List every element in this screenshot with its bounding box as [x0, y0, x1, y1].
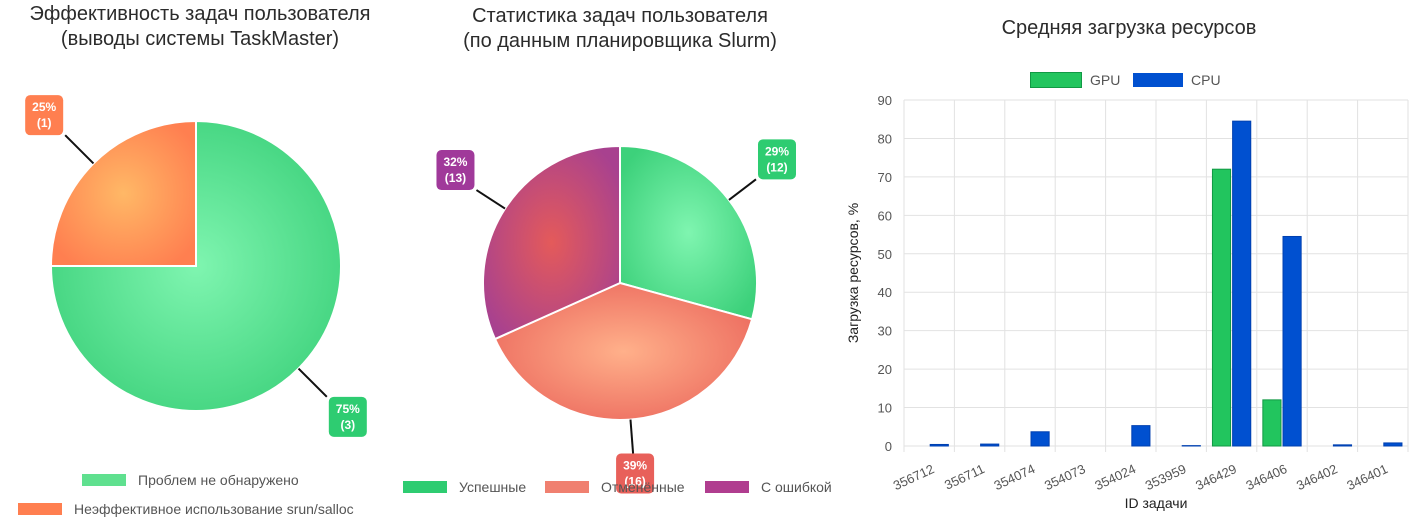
pie1-svg: 75% (3) 25% (1)	[25, 95, 367, 437]
pie1-label-count-0: (3)	[340, 418, 355, 432]
pie1-label-box-1	[25, 95, 64, 136]
pie2-label-box-0	[757, 139, 796, 180]
slurm-pie-panel: Статистика задач пользователя (по данным…	[400, 0, 840, 523]
pie2-legend-label-0: Успешные	[459, 479, 527, 495]
pie1-title: Эффективность задач пользователя (выводы…	[0, 2, 400, 52]
pie1-label-percent-0: 75%	[336, 402, 360, 416]
bar-legend-label-gpu: GPU	[1090, 72, 1121, 88]
bar-x-tick-label: 353959	[1143, 461, 1189, 493]
bar-cpu-356711[interactable]	[980, 443, 1000, 447]
pie1-legend-label-1: Неэффективное использование srun/salloc	[74, 501, 354, 517]
pie2-legend-swatch-2	[705, 481, 749, 493]
bar-gpu-346429[interactable]	[1211, 168, 1232, 447]
bar-title-text: Средняя загрузка ресурсов	[1001, 17, 1257, 39]
bar-cpu-346406[interactable]	[1282, 235, 1302, 447]
pie2-label-percent-0: 29%	[765, 144, 789, 158]
bar-cpu-346401[interactable]	[1383, 442, 1403, 447]
bar-x-tick-label: 356711	[942, 461, 987, 493]
pie1-legend-swatch-1	[18, 503, 62, 515]
bar-x-tick-label: 354024	[1092, 461, 1138, 493]
pie2-svg: 29% (12) 39% (16) 32% (13)	[436, 139, 796, 494]
bar-x-tick-label: 346429	[1193, 461, 1239, 493]
bar-title: Средняя загрузка ресурсов	[840, 16, 1418, 41]
resource-bar-panel: Средняя загрузка ресурсов GPU CPU 0 10 20 3…	[840, 0, 1418, 523]
pie2-label-box-2	[436, 150, 475, 191]
pie1-title-line-1: Эффективность задач пользователя	[29, 3, 371, 25]
bar-y-tick-label: 50	[878, 247, 892, 262]
bar-legend-swatch-gpu	[1030, 72, 1082, 88]
bar-legend-item-gpu[interactable]: GPU	[1030, 72, 1120, 88]
bar-x-axis-label: ID задачи	[1125, 495, 1188, 511]
pie1-label-count-1: (1)	[37, 116, 52, 130]
pie2-slice-1[interactable]	[493, 281, 754, 421]
pie2-callout-line-2	[475, 189, 506, 210]
pie1-legend-item-1[interactable]: Неэффективное использование srun/salloc	[18, 501, 354, 517]
taskmaster-pie-panel: Эффективность задач пользователя (выводы…	[0, 0, 400, 523]
bar-legend-swatch-cpu	[1133, 73, 1183, 87]
pie2-title-line-1: Статистика задач пользователя	[472, 5, 768, 27]
bar-y-tick-label: 30	[878, 324, 892, 339]
bar-x-tick-label: 354073	[1042, 461, 1088, 493]
pie2-legend-swatch-0	[403, 481, 447, 493]
bar-y-tick-label: 40	[878, 285, 892, 300]
pie2-label-count-2: (13)	[445, 171, 466, 185]
pie2-legend-label-1: Отменённые	[601, 479, 685, 495]
pie1-label-percent-1: 25%	[32, 100, 56, 114]
bar-y-axis-label: Загрузка ресурсов, %	[845, 203, 861, 343]
pie1-label-box-0	[328, 396, 367, 437]
bar-x-tick-label: 356712	[891, 461, 937, 493]
bar-gpu-346406[interactable]	[1262, 399, 1282, 447]
pie1-legend-label-0: Проблем не обнаружено	[138, 472, 299, 488]
bar-x-tick-label: 346401	[1344, 461, 1390, 493]
pie2-label-count-1: (16)	[624, 474, 645, 488]
bar-cpu-354024[interactable]	[1131, 425, 1151, 447]
pie2-legend-swatch-1	[545, 481, 589, 493]
pie1-title-line-2: (выводы системы TaskMaster)	[60, 28, 340, 50]
bar-y-tick-label: 90	[878, 93, 892, 108]
pie2-title: Статистика задач пользователя (по данным…	[400, 4, 840, 54]
bar-y-tick-label: 0	[885, 439, 892, 454]
bar-x-tick-label: 346406	[1244, 461, 1290, 493]
bar-cpu-354074[interactable]	[1030, 431, 1050, 447]
bar-x-tick-label: 346402	[1294, 461, 1340, 493]
bar-cpu-346429[interactable]	[1232, 120, 1252, 447]
pie2-legend-item-2[interactable]: С ошибкой	[705, 479, 832, 495]
pie1-slice-1[interactable]	[49, 119, 197, 267]
pie1-legend-swatch-0	[82, 474, 126, 486]
pie1-callout-line-0	[297, 367, 328, 398]
pie2-title-line-2: (по данным планировщика Slurm)	[463, 30, 777, 52]
pie2-legend-label-2: С ошибкой	[761, 479, 832, 495]
pie2-label-box-1	[616, 453, 655, 494]
pie2-slice-2[interactable]	[482, 144, 621, 341]
bar-y-tick-label: 80	[878, 131, 892, 146]
bar-y-tick-label: 60	[878, 208, 892, 223]
bar-cpu-356712[interactable]	[929, 443, 949, 447]
bar-legend-label-cpu: CPU	[1191, 72, 1221, 88]
pie2-label-percent-1: 39%	[623, 458, 647, 472]
pie2-legend-item-1[interactable]: Отменённые	[545, 479, 685, 495]
bar-y-tick-label: 70	[878, 170, 892, 185]
bar-x-tick-label: 354074	[992, 461, 1038, 493]
bar-legend-item-cpu[interactable]: CPU	[1133, 72, 1221, 88]
pie2-callout-line-0	[728, 178, 757, 201]
pie2-legend-item-0[interactable]: Успешные	[403, 479, 526, 495]
pie1-legend-item-0[interactable]: Проблем не обнаружено	[82, 472, 299, 488]
bar-y-tick-label: 20	[878, 362, 892, 377]
bar-y-tick-label: 10	[878, 401, 892, 416]
pie2-callout-line-1	[629, 419, 635, 454]
pie2-label-count-0: (12)	[766, 160, 787, 174]
pie2-label-percent-2: 32%	[443, 155, 467, 169]
bar-cpu-346402[interactable]	[1332, 444, 1353, 447]
pie1-callout-line-1	[64, 134, 95, 165]
